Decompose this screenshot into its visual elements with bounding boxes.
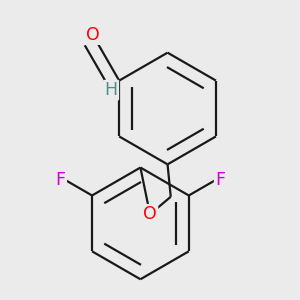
Text: H: H (105, 81, 118, 99)
Text: O: O (86, 26, 100, 44)
Text: F: F (56, 171, 66, 189)
Text: F: F (215, 171, 225, 189)
Text: O: O (143, 205, 157, 223)
